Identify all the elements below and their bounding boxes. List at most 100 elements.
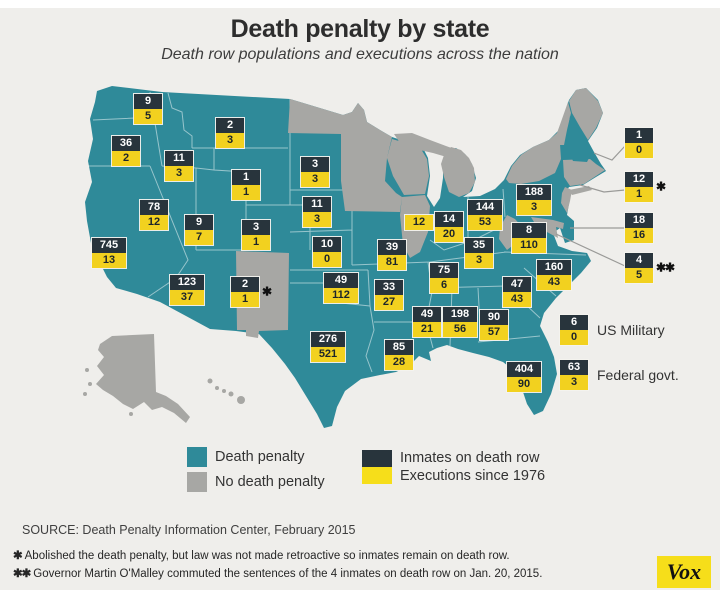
state-label-TX: 276 521 xyxy=(311,332,345,362)
death-row-count-LA: 85 xyxy=(385,340,413,355)
death-row-count-AR: 33 xyxy=(375,280,403,295)
state-label-NM: 2 1 ✱ xyxy=(231,277,272,307)
state-label-VA: 8 110 xyxy=(512,223,546,253)
state-label-MD: 4 5 ✱✱ xyxy=(625,253,675,283)
state-label-LA: 85 28 xyxy=(385,340,413,370)
state-label-KY: 35 3 xyxy=(465,238,493,268)
death-row-count-OH: 144 xyxy=(468,200,502,215)
executions-count-WA: 5 xyxy=(134,109,162,124)
page-subtitle: Death row populations and executions acr… xyxy=(161,46,559,63)
state-label-AR: 33 27 xyxy=(375,280,403,310)
death-row-count-TN: 75 xyxy=(430,263,458,278)
executions-count-FED: 3 xyxy=(560,375,588,390)
executions-count-TN: 6 xyxy=(430,278,458,293)
death-row-count-OR: 36 xyxy=(112,136,140,151)
executions-count-DE: 16 xyxy=(625,228,653,243)
state-label-DE: 18 16 xyxy=(625,213,653,243)
state-label-GA: 90 57 xyxy=(480,310,508,340)
executions-count-FL: 90 xyxy=(507,377,541,392)
executions-count-OK: 112 xyxy=(324,288,358,303)
executions-count-US-MIL: 0 xyxy=(560,330,588,345)
executions-count-AR: 27 xyxy=(375,295,403,310)
footnote-marker-CT: ✱ xyxy=(656,179,666,194)
executions-count-NV: 12 xyxy=(140,215,168,230)
executions-count-OH: 53 xyxy=(468,215,502,230)
state-label-PA: 188 3 xyxy=(517,185,551,215)
executions-count-AZ: 37 xyxy=(170,290,204,305)
death-row-count-AZ: 123 xyxy=(170,275,204,290)
state-label-TN: 75 6 xyxy=(430,263,458,293)
footnote-2-marker: ✱✱ xyxy=(13,568,31,580)
executions-count-LA: 28 xyxy=(385,355,413,370)
executions-count-AL: 56 xyxy=(443,322,477,337)
state-label-ID: 11 3 xyxy=(165,151,193,181)
executions-count-NH: 0 xyxy=(625,143,653,158)
footnote-2-text: Governor Martin O'Malley commuted the se… xyxy=(33,568,543,580)
map-new-hampshire xyxy=(566,116,592,162)
footnote-1: ✱ Abolished the death penalty, but law wa… xyxy=(13,548,510,562)
executions-count-SD: 3 xyxy=(301,172,329,187)
map-no-death-penalty-states xyxy=(96,88,605,423)
executions-count-GA: 57 xyxy=(480,325,508,340)
executions-count-IL: 12 xyxy=(405,215,433,230)
executions-count-PA: 3 xyxy=(517,200,551,215)
death-row-count-DE: 18 xyxy=(625,213,653,228)
executions-count-TX: 521 xyxy=(311,347,345,362)
executions-count-CA: 13 xyxy=(92,253,126,268)
source-credit: SOURCE: Death Penalty Information Center… xyxy=(22,523,356,537)
footnote-marker-MD: ✱✱ xyxy=(656,260,675,275)
death-row-count-KS: 10 xyxy=(313,237,341,252)
death-row-count-TX: 276 xyxy=(311,332,345,347)
state-label-MS: 49 21 xyxy=(413,307,441,337)
state-label-NV: 78 12 xyxy=(140,200,168,230)
executions-count-MO: 81 xyxy=(378,255,406,270)
executions-count-SC: 43 xyxy=(503,292,531,307)
legend-label-executions: Executions since 1976 xyxy=(400,468,546,484)
death-row-count-NC: 160 xyxy=(537,260,571,275)
executions-count-IN: 20 xyxy=(435,227,463,242)
vox-logo: Vox xyxy=(657,556,711,588)
death-row-count-NH: 1 xyxy=(625,128,653,143)
death-row-count-OK: 49 xyxy=(324,273,358,288)
legend-label-no-death-penalty: No death penalty xyxy=(215,474,325,490)
death-row-count-MS: 49 xyxy=(413,307,441,322)
executions-count-KY: 3 xyxy=(465,253,493,268)
callout-lines xyxy=(555,145,626,267)
death-row-count-UT: 9 xyxy=(185,215,213,230)
executions-count-UT: 7 xyxy=(185,230,213,245)
death-row-count-GA: 90 xyxy=(480,310,508,325)
death-row-count-MO: 39 xyxy=(378,240,406,255)
death-row-count-MD: 4 xyxy=(625,253,653,268)
death-row-count-CO: 3 xyxy=(242,220,270,235)
executions-count-CT: 1 xyxy=(625,187,653,202)
state-label-CT: 12 1 ✱ xyxy=(625,172,666,202)
executions-count-MT: 3 xyxy=(216,133,244,148)
executions-count-NM: 1 xyxy=(231,292,259,307)
death-row-count-NV: 78 xyxy=(140,200,168,215)
executions-count-ID: 3 xyxy=(165,166,193,181)
legend-label-inmates: Inmates on death row xyxy=(400,450,540,466)
state-label-FL: 404 90 xyxy=(507,362,541,392)
state-label-US-MIL: 6 0 US Military xyxy=(560,315,665,345)
executions-count-VA: 110 xyxy=(512,238,546,253)
legend-swatch-no-death-penalty xyxy=(187,472,207,492)
death-row-count-SD: 3 xyxy=(301,157,329,172)
state-label-OR: 36 2 xyxy=(112,136,140,166)
executions-count-KS: 0 xyxy=(313,252,341,267)
state-label-AL: 198 56 xyxy=(443,307,477,337)
map-islands xyxy=(83,368,245,416)
death-row-count-CT: 12 xyxy=(625,172,653,187)
death-row-count-IN: 14 xyxy=(435,212,463,227)
state-label-MO: 39 81 xyxy=(378,240,406,270)
death-row-count-AL: 198 xyxy=(443,307,477,322)
death-row-count-KY: 35 xyxy=(465,238,493,253)
state-label-AZ: 123 37 xyxy=(170,275,204,305)
state-label-FED: 63 3 Federal govt. xyxy=(560,360,679,390)
state-label-OH: 144 53 xyxy=(468,200,502,230)
death-row-count-FED: 63 xyxy=(560,360,588,375)
death-row-count-NM: 2 xyxy=(231,277,259,292)
